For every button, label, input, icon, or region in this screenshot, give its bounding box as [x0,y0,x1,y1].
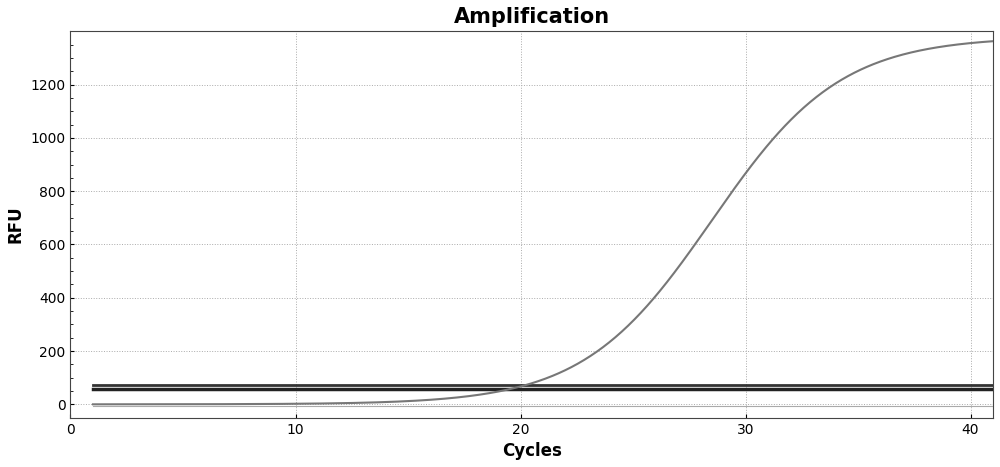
Y-axis label: RFU: RFU [7,205,25,243]
X-axis label: Cycles: Cycles [502,442,562,460]
Title: Amplification: Amplification [454,7,610,27]
